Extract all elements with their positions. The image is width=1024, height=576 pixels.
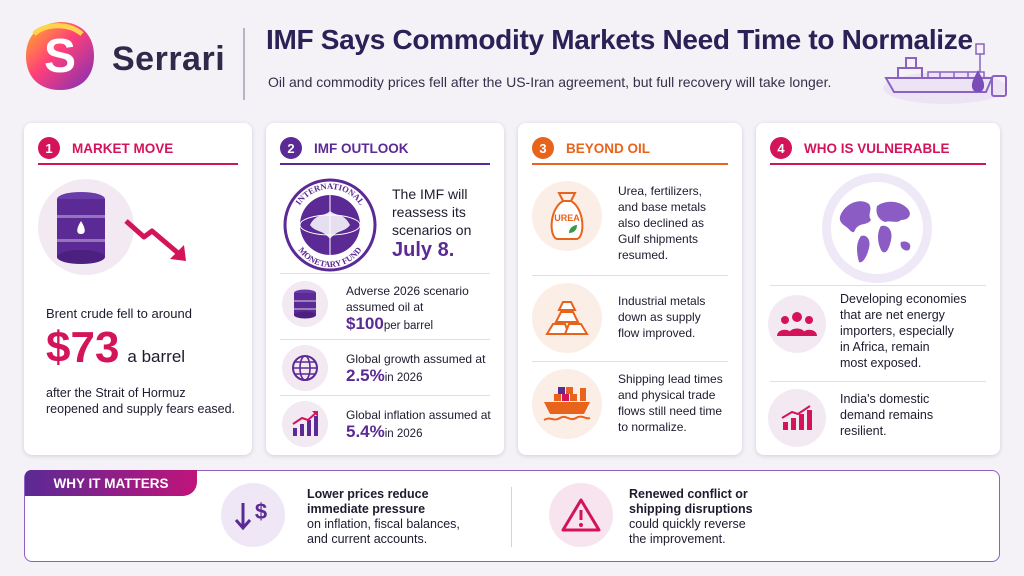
bar-chart-up-icon — [781, 405, 812, 430]
card-title: BEYOND OIL — [566, 140, 651, 156]
globe-icon — [292, 355, 318, 381]
oil-barrel-icon — [294, 289, 316, 319]
divider — [532, 275, 728, 276]
reassess-3: scenarios on — [392, 222, 472, 238]
page-subtitle: Oil and commodity prices fell after the … — [268, 74, 832, 90]
card-beyond-oil: 3 BEYOND OIL UREA Urea, fertilizers, and … — [518, 123, 742, 455]
card-header: 4 WHO IS VULNERABLE — [770, 133, 986, 165]
svg-text:$: $ — [255, 499, 267, 524]
why-it-matters-panel: WHY IT MATTERS $ Lower prices reduce imm… — [24, 470, 1000, 562]
serrari-logo: S — [26, 22, 94, 90]
divider — [532, 361, 728, 362]
urea-badge: UREA — [532, 181, 602, 251]
divider — [280, 339, 490, 340]
beyond-oil-item-3: Shipping lead times and physical trade flo… — [618, 372, 723, 434]
page-title: IMF Says Commodity Markets Need Time to … — [266, 24, 973, 55]
price-intro: Brent crude fell to around — [46, 306, 192, 321]
reassess-2: reassess its — [392, 204, 466, 220]
reassess-1: The IMF will — [392, 186, 468, 202]
beyond-oil-item-2: Industrial metals down as supply flow impr… — [618, 294, 706, 340]
inflation-value: 5.4% — [346, 422, 385, 441]
oil-barrel-badge — [38, 179, 134, 275]
scenario-value: $100 — [346, 314, 384, 333]
beyond-oil-item-1: Urea, fertilizers, and base metals also de… — [618, 184, 707, 262]
urea-bag-icon: UREA — [550, 192, 584, 240]
urea-bag-label: UREA — [554, 213, 580, 223]
growth-badge — [768, 389, 826, 447]
card-market-move: 1 MARKET MOVE Brent crude fell to around… — [24, 123, 252, 455]
card-header: 3 BEYOND OIL — [532, 133, 728, 165]
price-value: $73 — [46, 323, 120, 372]
warning-icon — [561, 498, 601, 532]
bottom-divider — [511, 487, 512, 547]
card-header: 2 IMF OUTLOOK — [280, 133, 490, 165]
imf-seal-icon: INTERNATIONAL MONETARY FUND — [283, 178, 377, 272]
item-badge — [282, 281, 328, 327]
price-unit: a barrel — [127, 347, 186, 366]
growth-label: Global growth assumed at — [346, 352, 486, 366]
inflation-suffix: in 2026 — [384, 428, 423, 440]
reassess-date: July 8. — [392, 239, 455, 261]
brand-name: Serrari — [112, 40, 226, 78]
vulnerable-item-1: Developing economies that are net energy i… — [840, 292, 967, 370]
ship-badge — [532, 369, 602, 439]
scenario-value-row: $100 per barrel — [346, 314, 433, 334]
inflation-value-row: 5.4% in 2026 — [346, 422, 422, 442]
header-divider — [243, 28, 245, 100]
item-badge — [282, 401, 328, 447]
oil-barrel-icon — [57, 192, 105, 264]
inflation-label: Global inflation assumed at — [346, 408, 491, 422]
price-detail-1: after the Strait of Hormuz — [46, 386, 186, 400]
card-number: 3 — [532, 137, 554, 159]
card-number: 1 — [38, 137, 60, 159]
divider — [770, 285, 986, 286]
metals-badge — [532, 283, 602, 353]
scenario-line-1: Adverse 2026 scenario — [346, 284, 469, 298]
tanker-ship-icon — [883, 43, 1007, 104]
cargo-ship-icon — [543, 387, 591, 421]
divider — [770, 381, 986, 382]
down-arrow-icon — [124, 219, 186, 261]
item-badge — [282, 345, 328, 391]
card-title: IMF OUTLOOK — [314, 140, 409, 156]
divider — [280, 273, 490, 274]
why-it-matters-label: WHY IT MATTERS — [25, 470, 197, 496]
card-header: 1 MARKET MOVE — [38, 133, 238, 165]
svg-text:S: S — [44, 30, 76, 83]
card-who-is-vulnerable: 4 WHO IS VULNERABLE Developing economies… — [756, 123, 1000, 455]
people-group-icon — [777, 312, 817, 336]
world-map-icon — [831, 182, 923, 274]
vulnerable-item-2: India's domestic demand remains resilient. — [840, 392, 934, 438]
growth-value: 2.5% — [346, 366, 385, 385]
why-left-text: Lower prices reduce immediate pressure o… — [307, 487, 460, 546]
card-number: 4 — [770, 137, 792, 159]
divider — [280, 395, 490, 396]
scenario-line-2: assumed oil at — [346, 300, 424, 314]
price-detail-2: reopened and supply fears eased. — [46, 402, 236, 416]
scenario-suffix: per barrel — [383, 320, 434, 332]
card-imf-outlook: 2 IMF OUTLOOK INTERNATIONAL MONETARY FUN… — [266, 123, 504, 455]
people-badge — [768, 295, 826, 353]
card-number: 2 — [280, 137, 302, 159]
down-dollar-badge: $ — [221, 483, 285, 547]
metal-bars-icon — [545, 301, 589, 335]
world-map-badge — [822, 173, 932, 283]
warning-badge — [549, 483, 613, 547]
card-title: WHO IS VULNERABLE — [804, 140, 950, 156]
why-right-text: Renewed conflict or shipping disruptions… — [629, 487, 753, 546]
card-title: MARKET MOVE — [72, 140, 174, 156]
price-row: $73 a barrel — [46, 323, 185, 373]
growth-suffix: in 2026 — [384, 372, 423, 384]
growth-value-row: 2.5% in 2026 — [346, 366, 422, 386]
growth-chart-icon — [292, 411, 318, 436]
down-dollar-icon: $ — [234, 499, 267, 531]
